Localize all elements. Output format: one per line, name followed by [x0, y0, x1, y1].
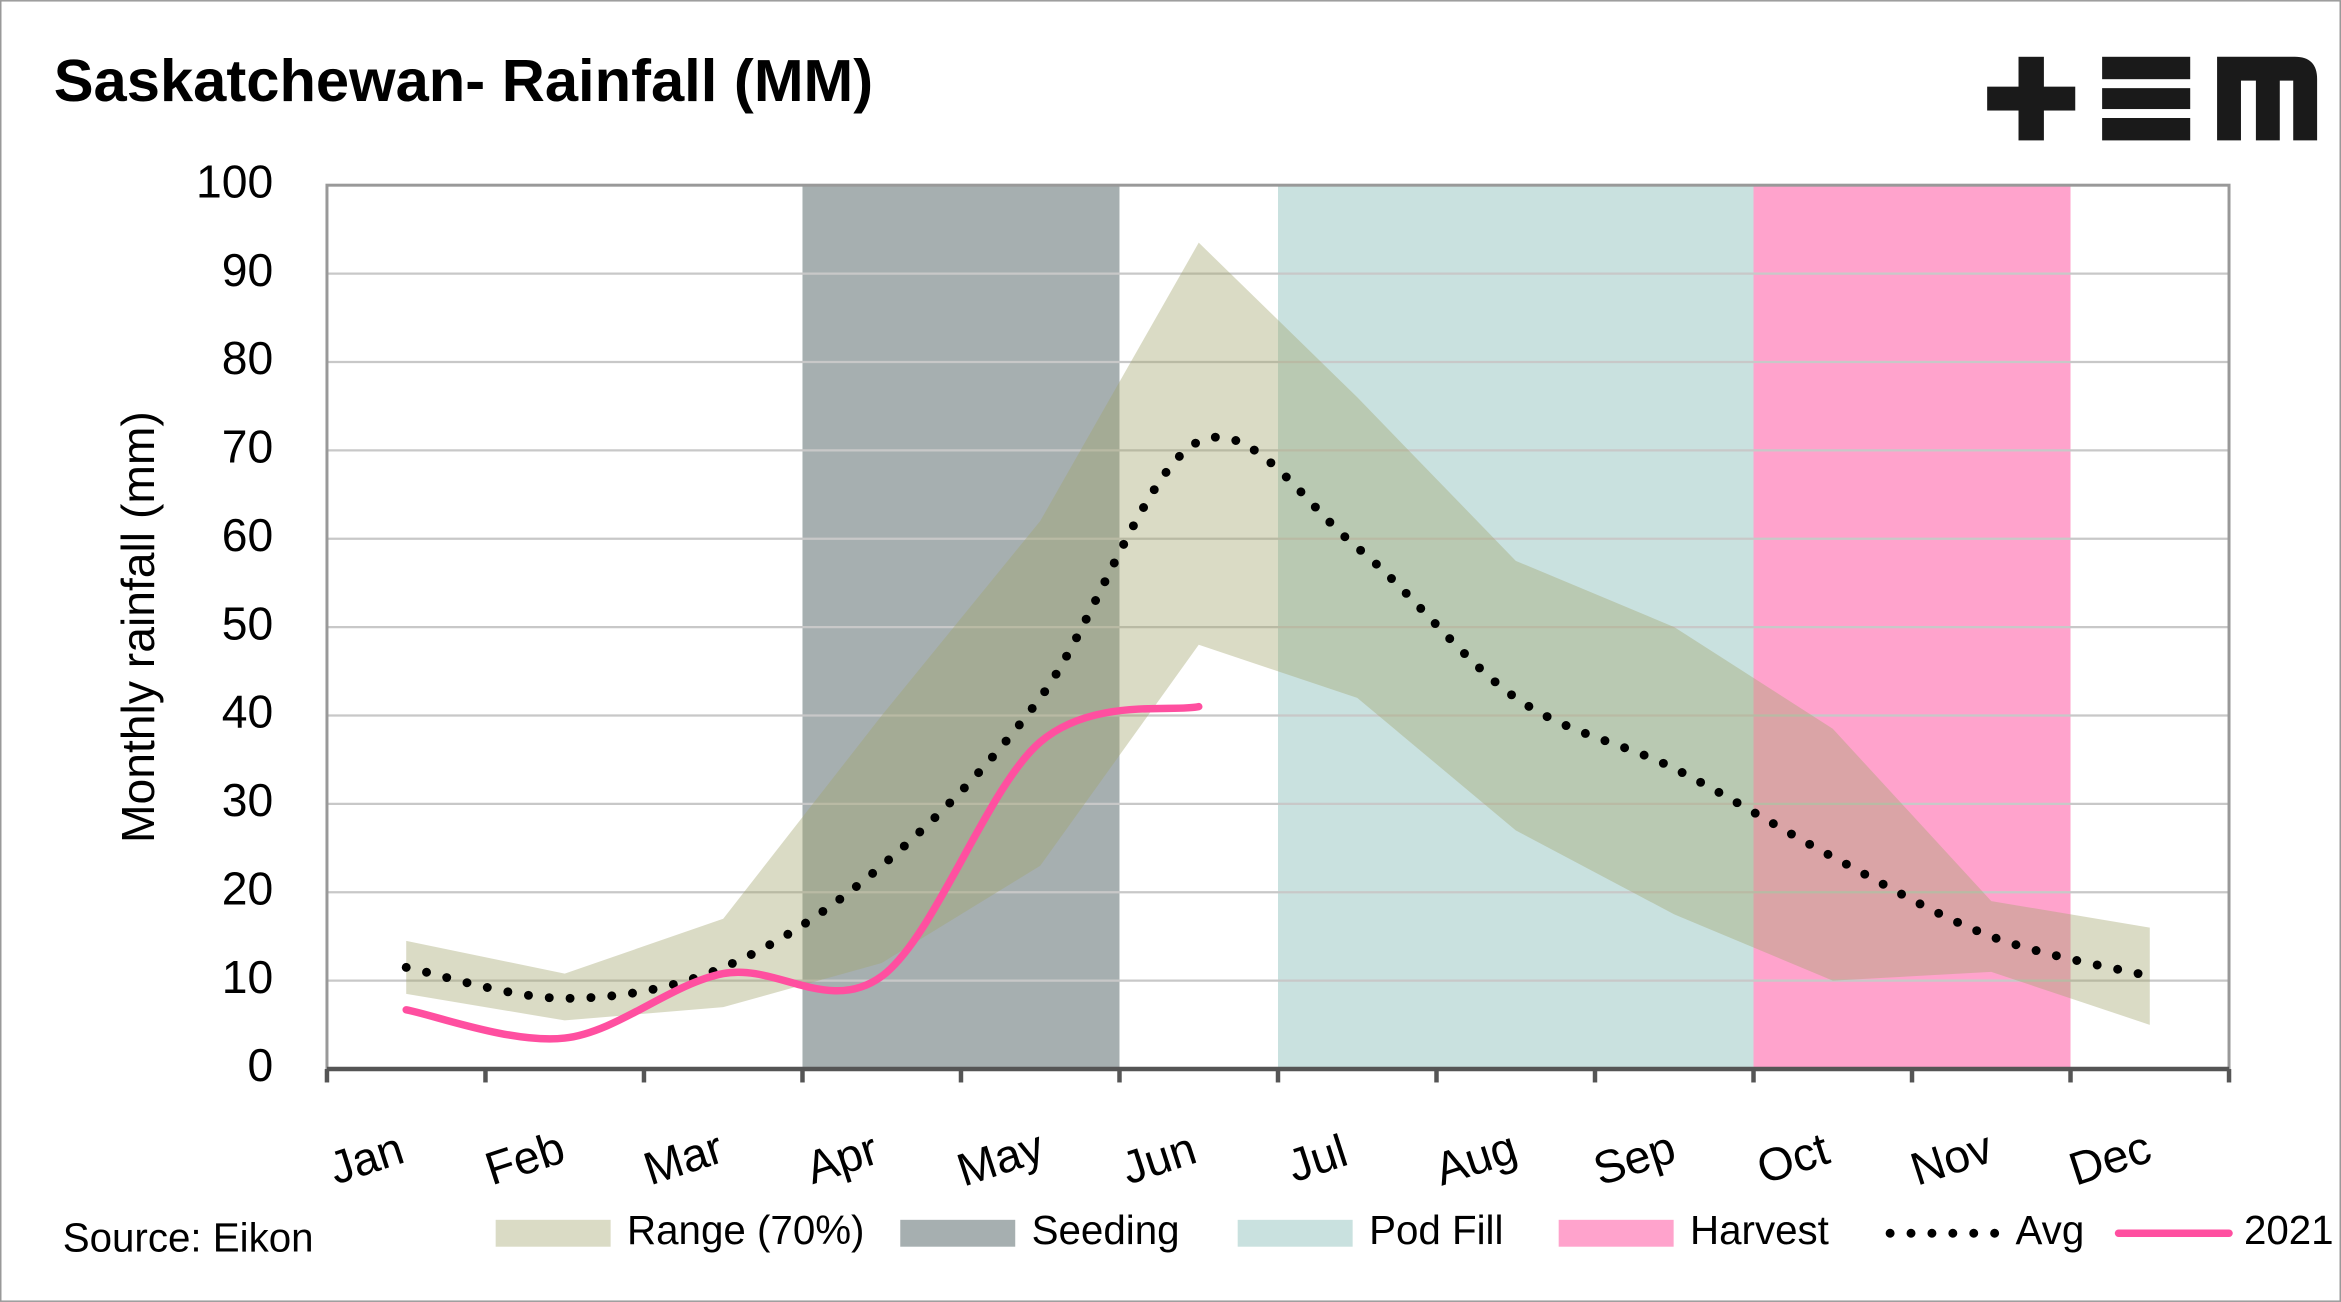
legend-swatch [1558, 1219, 1674, 1247]
y-tick-label: 20 [222, 862, 273, 914]
source-note: Source: Eikon [63, 1215, 314, 1260]
legend-swatch [900, 1219, 1016, 1247]
y-tick-label: 0 [247, 1039, 273, 1091]
y-tick-label: 90 [222, 244, 273, 296]
y-tick-label: 60 [222, 509, 273, 561]
series-line [402, 702, 1203, 1043]
y-tick-label: 80 [222, 332, 273, 384]
chart-title: Saskatchewan- Rainfall (MM) [54, 47, 873, 114]
logo [1987, 56, 2318, 141]
legend-label: Harvest [1690, 1208, 1829, 1253]
legend-swatch [1237, 1219, 1353, 1247]
legend-label: Pod Fill [1369, 1208, 1503, 1253]
y-tick-label: 70 [222, 421, 273, 473]
range-area [406, 242, 2150, 1025]
legend-swatch [495, 1219, 611, 1247]
y-tick-label: 50 [222, 597, 273, 649]
y-tick-label: 10 [222, 951, 273, 1003]
y-tick-label: 100 [196, 155, 273, 207]
legend-label: Seeding [1032, 1208, 1180, 1253]
y-tick-label: 30 [222, 774, 273, 826]
y-axis-label: Monthly rainfall (mm) [112, 411, 164, 843]
legend-label: 2021 [2244, 1208, 2334, 1253]
y-tick-label: 40 [222, 686, 273, 738]
legend-label: Range (70%) [627, 1208, 864, 1253]
legend-label: Avg [2016, 1208, 2085, 1253]
